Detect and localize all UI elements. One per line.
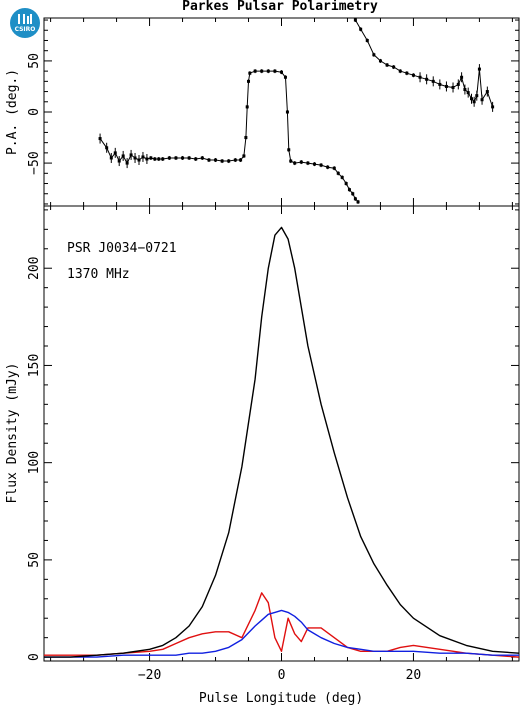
pulsar-name-annotation: PSR J0034−0721 — [67, 241, 177, 256]
flux-y-tick-label: 50 — [27, 552, 42, 568]
flux-y-tick-label: 150 — [27, 354, 42, 377]
flux-y-tick-label: 100 — [27, 451, 42, 474]
frequency-annotation: 1370 MHz — [67, 267, 130, 282]
flux-x-tick-label: 20 — [406, 668, 422, 683]
pa-y-axis-label: P.A. (deg.) — [5, 69, 20, 155]
pa-panel: −50 0 50 P.A. (deg.) — [5, 17, 520, 207]
flux-y-axis-label: Flux Density (mJy) — [5, 363, 20, 504]
pa-panel-frame — [43, 17, 520, 207]
pa-y-tick-label: 50 — [27, 53, 42, 69]
flux-y-tick-label: 0 — [27, 653, 42, 661]
csiro-logo: CSIRO — [10, 8, 40, 38]
pa-series-0-line — [99, 70, 359, 203]
figure-title: Parkes Pulsar Polarimetry — [182, 0, 378, 14]
flux-series-0-line — [44, 226, 520, 658]
flux-x-tick-label: −20 — [138, 668, 161, 683]
csiro-logo-text: CSIRO — [14, 26, 36, 33]
flux-axis-ticks: 0 50 100 150 200 −20 0 20 — [27, 206, 519, 683]
pa-data — [98, 18, 495, 204]
pa-y-tick-label: 0 — [27, 108, 42, 116]
flux-data — [44, 226, 520, 658]
csiro-logo-mark-icon — [18, 14, 32, 24]
flux-series-1-line — [44, 592, 520, 658]
flux-x-tick-label: 0 — [278, 668, 286, 683]
pa-axis-ticks: −50 0 50 — [27, 18, 519, 206]
flux-series-2-line — [44, 609, 519, 658]
pa-y-tick-label: −50 — [27, 151, 42, 174]
flux-panel: 0 50 100 150 200 −20 0 20 PSR J0034−0721 1370 M… — [5, 205, 520, 706]
flux-y-tick-label: 200 — [27, 256, 42, 279]
pa-series-1-line — [354, 19, 494, 108]
flux-x-axis-label: Pulse Longitude (deg) — [199, 691, 363, 706]
